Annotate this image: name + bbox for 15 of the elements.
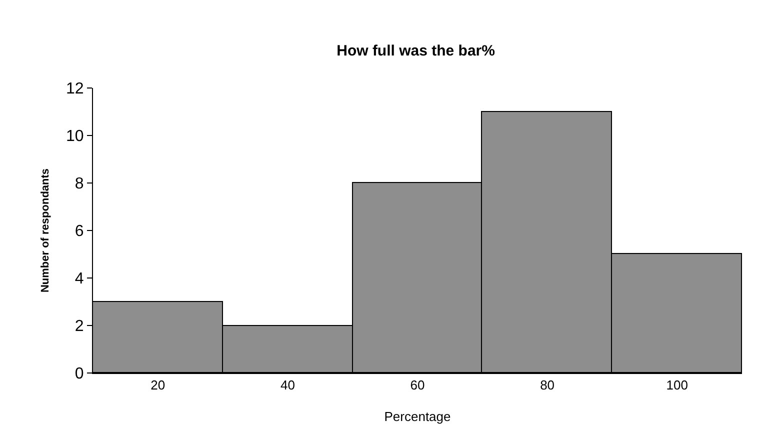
y-tick-label: 6 xyxy=(74,223,84,240)
y-tick-label: 4 xyxy=(74,270,84,288)
x-tick-label: 40 xyxy=(280,378,295,393)
chart-title: How full was the bar% xyxy=(336,42,495,60)
x-tick-label: 60 xyxy=(410,378,425,393)
y-tick-label: 8 xyxy=(74,176,84,193)
y-axis-title: Number of respondants xyxy=(40,168,52,293)
x-axis-title: Percentage xyxy=(384,409,451,424)
x-tick-label: 20 xyxy=(150,378,166,393)
x-tick-label: 80 xyxy=(540,378,555,393)
x-tick-label: 100 xyxy=(666,378,688,393)
y-tick-label: 2 xyxy=(74,318,84,336)
y-tick-label: 10 xyxy=(66,128,84,146)
y-tick-label: 0 xyxy=(74,366,84,383)
y-tick-label: 12 xyxy=(66,80,84,98)
